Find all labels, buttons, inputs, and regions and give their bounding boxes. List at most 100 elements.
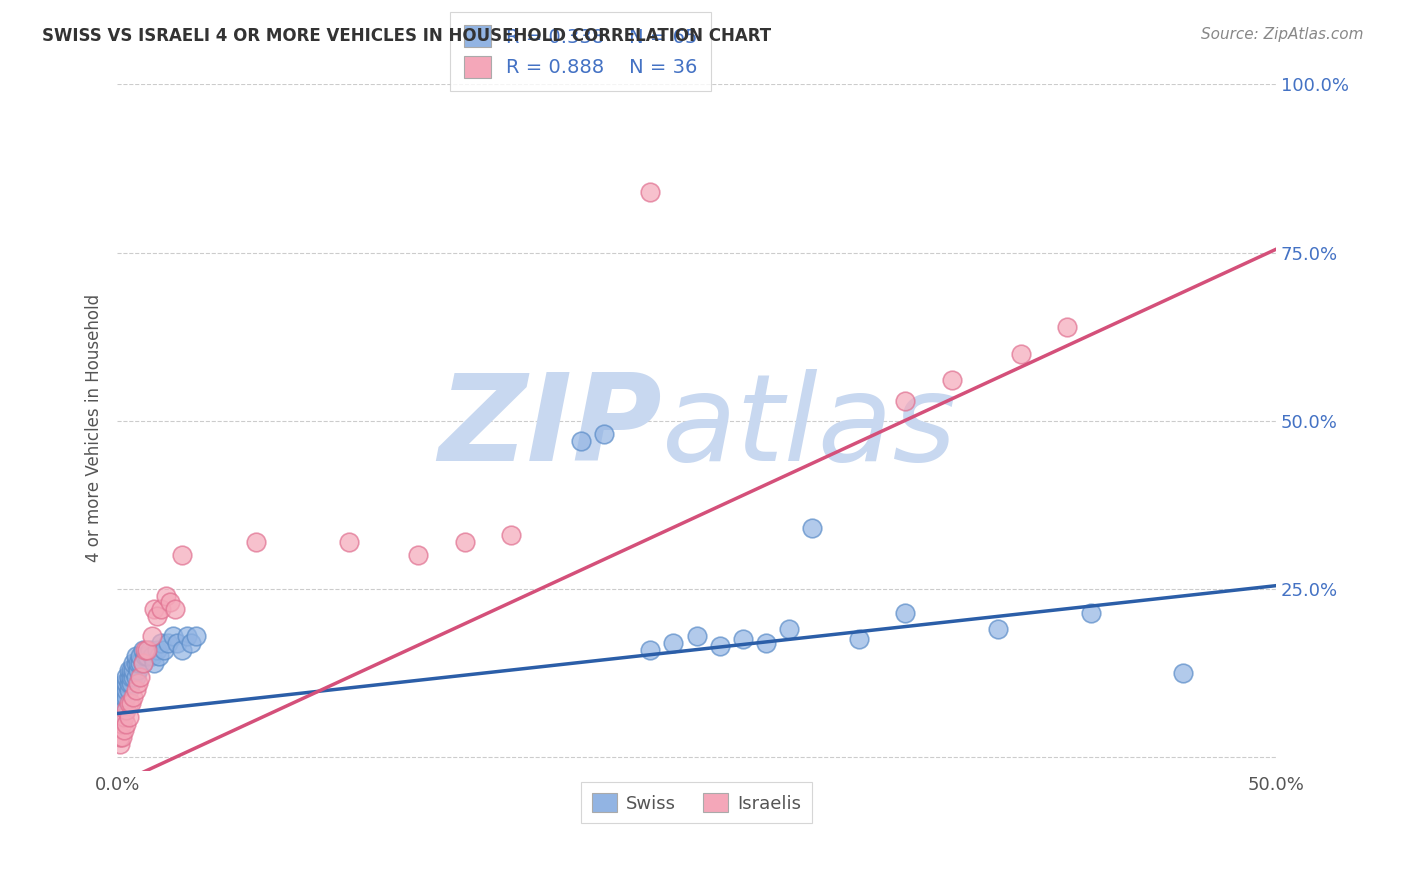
Point	[941, 374, 963, 388]
Point	[145, 609, 167, 624]
Point	[131, 656, 153, 670]
Text: SWISS VS ISRAELI 4 OR MORE VEHICLES IN HOUSEHOLD CORRELATION CHART: SWISS VS ISRAELI 4 OR MORE VEHICLES IN H…	[42, 27, 772, 45]
Point	[129, 656, 152, 670]
Point	[115, 690, 138, 704]
Point	[118, 676, 141, 690]
Point	[176, 629, 198, 643]
Point	[172, 642, 194, 657]
Point	[731, 632, 754, 647]
Point	[245, 535, 267, 549]
Point	[801, 521, 824, 535]
Point	[157, 636, 180, 650]
Point	[155, 589, 177, 603]
Point	[1010, 346, 1032, 360]
Point	[778, 623, 800, 637]
Point	[755, 636, 778, 650]
Point	[143, 602, 166, 616]
Point	[662, 636, 685, 650]
Point	[108, 710, 131, 724]
Point	[108, 703, 131, 717]
Point	[122, 669, 145, 683]
Point	[129, 669, 152, 683]
Point	[108, 730, 131, 744]
Point	[150, 636, 173, 650]
Point	[685, 629, 707, 643]
Point	[118, 682, 141, 697]
Point	[108, 697, 131, 711]
Point	[138, 642, 160, 657]
Point	[111, 703, 134, 717]
Point	[848, 632, 870, 647]
Point	[184, 629, 207, 643]
Point	[165, 602, 187, 616]
Point	[127, 656, 149, 670]
Point	[987, 623, 1010, 637]
Point	[150, 602, 173, 616]
Point	[136, 649, 159, 664]
Text: Source: ZipAtlas.com: Source: ZipAtlas.com	[1201, 27, 1364, 42]
Point	[180, 636, 202, 650]
Point	[111, 730, 134, 744]
Point	[125, 649, 148, 664]
Point	[127, 663, 149, 677]
Point	[1080, 606, 1102, 620]
Point	[112, 697, 135, 711]
Point	[709, 639, 731, 653]
Point	[115, 703, 138, 717]
Point	[125, 656, 148, 670]
Point	[112, 723, 135, 738]
Point	[112, 676, 135, 690]
Point	[115, 682, 138, 697]
Point	[1056, 319, 1078, 334]
Point	[337, 535, 360, 549]
Point	[120, 697, 142, 711]
Point	[408, 549, 430, 563]
Point	[111, 697, 134, 711]
Point	[111, 682, 134, 697]
Point	[118, 710, 141, 724]
Point	[592, 427, 614, 442]
Point	[159, 595, 181, 609]
Point	[145, 642, 167, 657]
Point	[501, 528, 523, 542]
Point	[122, 656, 145, 670]
Point	[152, 642, 174, 657]
Point	[115, 716, 138, 731]
Point	[120, 669, 142, 683]
Point	[111, 716, 134, 731]
Point	[108, 737, 131, 751]
Point	[118, 669, 141, 683]
Point	[122, 690, 145, 704]
Point	[118, 663, 141, 677]
Point	[638, 642, 661, 657]
Text: ZIP: ZIP	[439, 369, 662, 486]
Point	[125, 669, 148, 683]
Point	[141, 649, 163, 664]
Point	[115, 669, 138, 683]
Point	[134, 642, 156, 657]
Point	[131, 642, 153, 657]
Point	[131, 656, 153, 670]
Point	[120, 663, 142, 677]
Point	[638, 185, 661, 199]
Point	[118, 697, 141, 711]
Point	[894, 606, 917, 620]
Point	[569, 434, 592, 448]
Point	[127, 676, 149, 690]
Point	[162, 629, 184, 643]
Point	[1173, 666, 1195, 681]
Point	[129, 649, 152, 664]
Point	[120, 676, 142, 690]
Point	[172, 549, 194, 563]
Point	[111, 690, 134, 704]
Point	[166, 636, 188, 650]
Legend: Swiss, Israelis: Swiss, Israelis	[581, 782, 813, 823]
Point	[143, 656, 166, 670]
Point	[454, 535, 477, 549]
Point	[115, 676, 138, 690]
Point	[141, 629, 163, 643]
Text: atlas: atlas	[662, 369, 957, 486]
Point	[112, 690, 135, 704]
Point	[134, 649, 156, 664]
Point	[112, 710, 135, 724]
